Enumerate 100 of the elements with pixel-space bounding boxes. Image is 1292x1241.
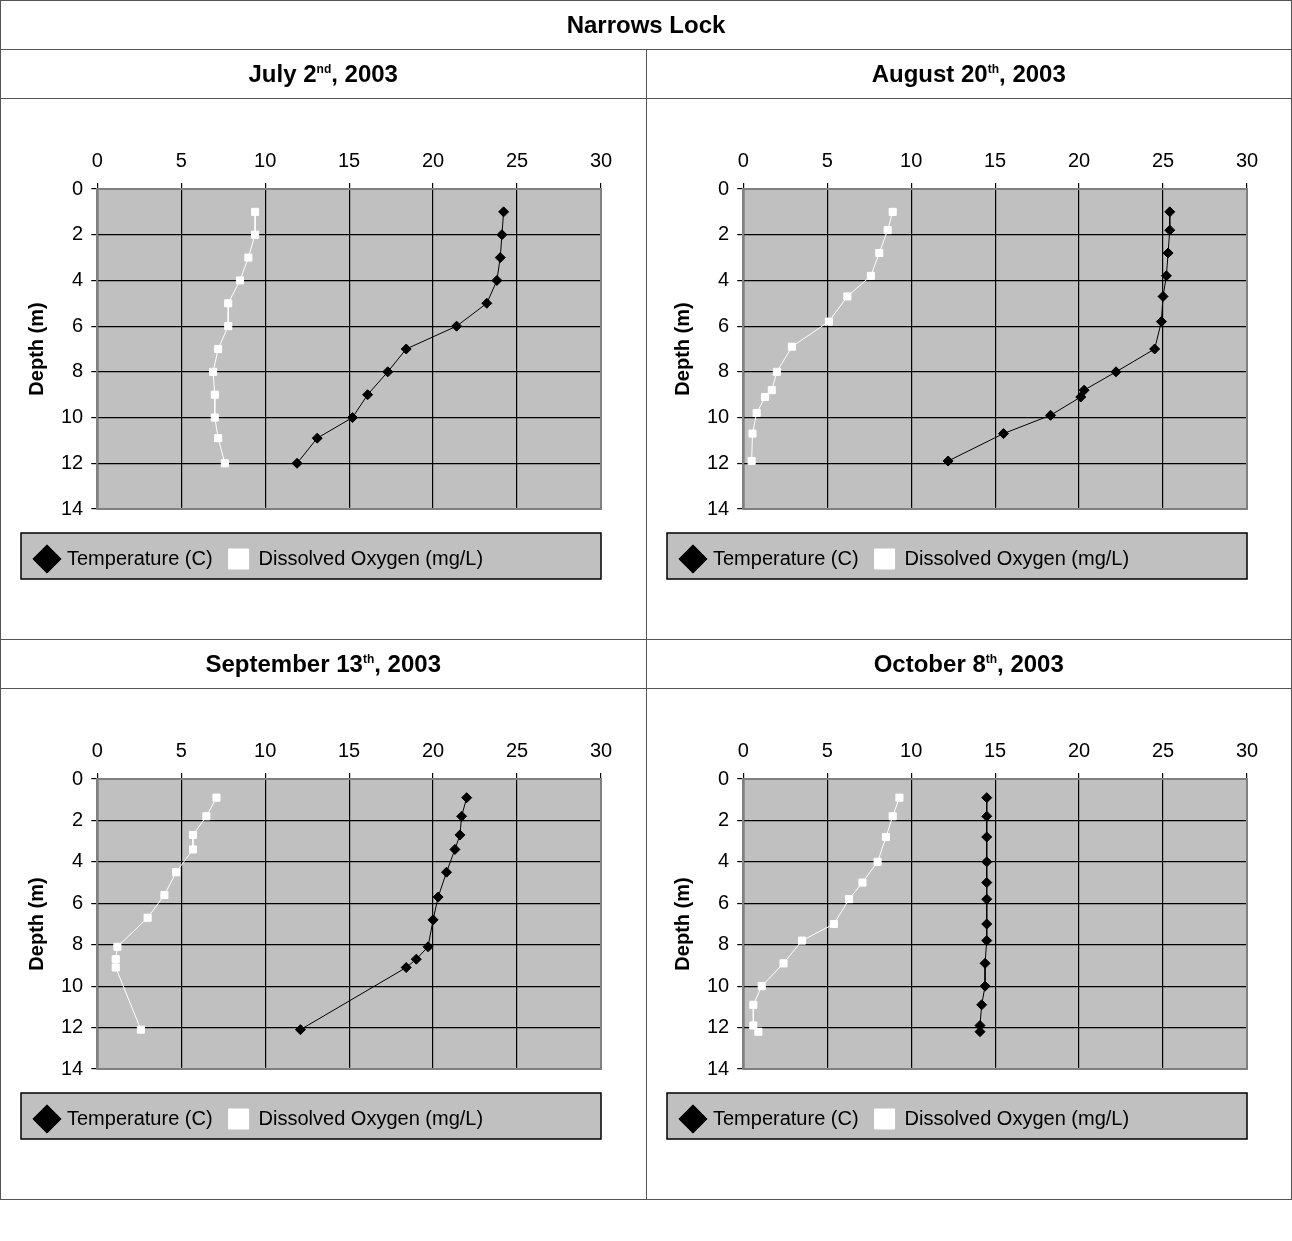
x-tick-label: 25 xyxy=(505,148,529,171)
y-tick-label: 8 xyxy=(72,932,84,955)
y-tick-label: 12 xyxy=(706,1015,729,1038)
point xyxy=(894,793,903,802)
x-tick-label: 25 xyxy=(505,738,529,761)
y-tick-label: 14 xyxy=(61,496,84,519)
y-tick-label: 8 xyxy=(72,359,84,382)
point xyxy=(760,392,769,402)
point xyxy=(857,878,866,887)
point xyxy=(291,457,303,469)
point xyxy=(136,1025,145,1034)
point xyxy=(873,857,882,866)
point xyxy=(980,877,992,889)
y-tick-label: 0 xyxy=(72,176,84,199)
y-tick-label: 2 xyxy=(717,807,729,830)
point xyxy=(997,428,1009,440)
point xyxy=(449,843,461,855)
point xyxy=(753,1027,762,1036)
y-tick-label: 2 xyxy=(717,222,729,245)
point xyxy=(980,856,992,868)
x-tick-label: 0 xyxy=(91,738,103,761)
point xyxy=(767,386,776,395)
point xyxy=(346,412,358,424)
point xyxy=(209,367,218,376)
y-tick-label: 4 xyxy=(72,267,84,290)
point xyxy=(844,895,853,904)
x-tick-label: 5 xyxy=(175,148,187,171)
x-tick-label: 15 xyxy=(338,738,361,761)
point xyxy=(1163,206,1175,218)
point xyxy=(748,1000,757,1009)
point xyxy=(188,830,197,839)
x-tick-label: 25 xyxy=(1151,738,1174,761)
point xyxy=(244,253,253,262)
y-axis-title: Depth (m) xyxy=(670,877,693,971)
point xyxy=(494,252,506,264)
point xyxy=(748,1021,757,1030)
point xyxy=(881,832,890,842)
point xyxy=(772,367,781,376)
point xyxy=(210,413,219,422)
x-tick-label: 20 xyxy=(1067,148,1090,171)
point xyxy=(888,812,897,821)
x-tick-label: 5 xyxy=(821,148,833,171)
x-tick-label: 30 xyxy=(1235,148,1258,171)
point xyxy=(362,389,374,401)
point xyxy=(214,434,223,443)
legend-label: Temperature (C) xyxy=(67,1106,213,1129)
point xyxy=(942,455,954,467)
point xyxy=(172,868,181,877)
point xyxy=(224,322,233,331)
y-tick-label: 2 xyxy=(72,222,84,245)
legend-label: Dissolved Oxygen (mg/L) xyxy=(258,546,484,569)
point xyxy=(160,890,169,900)
point xyxy=(866,271,875,280)
point xyxy=(481,297,493,309)
x-tick-label: 0 xyxy=(91,148,103,171)
point xyxy=(975,999,987,1011)
point xyxy=(461,792,473,804)
point xyxy=(787,342,796,351)
point xyxy=(797,936,806,945)
x-tick-label: 0 xyxy=(737,738,749,761)
x-tick-label: 10 xyxy=(254,148,277,171)
y-tick-label: 10 xyxy=(61,973,84,996)
y-axis-title: Depth (m) xyxy=(670,302,693,396)
point xyxy=(214,344,223,354)
y-tick-label: 4 xyxy=(717,849,729,872)
legend-label: Temperature (C) xyxy=(712,1106,859,1129)
point xyxy=(829,919,838,929)
legend-label: Temperature (C) xyxy=(712,546,859,569)
y-tick-label: 4 xyxy=(72,849,84,872)
y-tick-label: 10 xyxy=(706,405,729,428)
y-tick-label: 8 xyxy=(717,359,729,382)
y-tick-label: 12 xyxy=(706,450,729,473)
point xyxy=(235,276,245,285)
point xyxy=(1078,384,1090,396)
y-axis-title: Depth (m) xyxy=(24,302,47,396)
legend-label: Dissolved Oxygen (mg/L) xyxy=(904,1106,1129,1129)
legend-label: Dissolved Oxygen (mg/L) xyxy=(258,1106,484,1129)
y-tick-label: 12 xyxy=(61,1015,84,1038)
point xyxy=(441,866,453,878)
point xyxy=(251,230,260,239)
point xyxy=(451,320,463,332)
y-tick-label: 0 xyxy=(717,176,729,199)
chart-title: September 13$^{th}$, 2003 xyxy=(0,639,646,689)
point xyxy=(757,982,766,991)
x-tick-label: 20 xyxy=(1067,738,1090,761)
point xyxy=(1157,290,1169,302)
y-tick-label: 6 xyxy=(72,890,84,913)
legend-label: Temperature (C) xyxy=(67,546,213,569)
point xyxy=(456,810,468,822)
point xyxy=(752,408,761,418)
point xyxy=(251,207,260,216)
point xyxy=(294,1024,306,1036)
chart-title: August 20$^{th}$, 2003 xyxy=(646,49,1292,99)
point xyxy=(747,429,757,438)
legend-label: Dissolved Oxygen (mg/L) xyxy=(904,546,1129,569)
text: Narrows Lock xyxy=(0,0,1292,50)
point xyxy=(874,248,883,258)
point xyxy=(980,831,992,843)
point xyxy=(1148,343,1160,355)
point xyxy=(427,914,439,926)
